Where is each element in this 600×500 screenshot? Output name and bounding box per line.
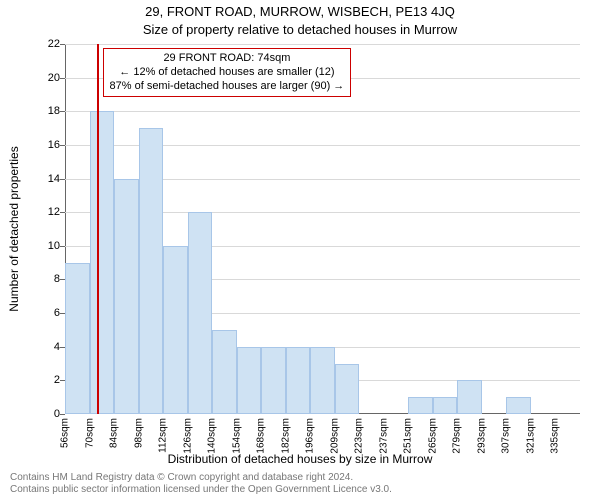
x-tick-label: 182sqm: [280, 418, 291, 454]
x-tick-label: 321sqm: [525, 418, 536, 454]
footer-line-2: Contains public sector information licen…: [10, 484, 590, 495]
y-tick-mark: [60, 246, 65, 247]
histogram-bar: [310, 347, 335, 414]
histogram-bar: [90, 111, 115, 414]
x-tick-label: 56sqm: [60, 418, 71, 448]
chart-subtitle: Size of property relative to detached ho…: [0, 22, 600, 37]
x-tick-label: 98sqm: [133, 418, 144, 448]
x-tick-label: 70sqm: [84, 418, 95, 448]
y-tick-mark: [60, 179, 65, 180]
x-tick-label: 265sqm: [427, 418, 438, 454]
chart-container: 29, FRONT ROAD, MURROW, WISBECH, PE13 4J…: [0, 0, 600, 500]
histogram-bar: [506, 397, 531, 414]
x-tick-label: 209sqm: [329, 418, 340, 454]
callout-line: 29 FRONT ROAD: 74sqm: [110, 52, 345, 66]
y-tick-mark: [60, 414, 65, 415]
x-tick-label: 293sqm: [476, 418, 487, 454]
y-tick-label: 0: [30, 408, 60, 420]
grid-line: [65, 111, 580, 112]
y-tick-mark: [60, 347, 65, 348]
x-tick-label: 335sqm: [550, 418, 561, 454]
y-tick-mark: [60, 212, 65, 213]
callout-line: ← 12% of detached houses are smaller (12…: [110, 66, 345, 80]
x-tick-label: 237sqm: [378, 418, 389, 454]
x-tick-label: 279sqm: [452, 418, 463, 454]
y-tick-label: 8: [30, 273, 60, 285]
histogram-bar: [163, 246, 188, 414]
histogram-bar: [212, 330, 237, 414]
chart-title: 29, FRONT ROAD, MURROW, WISBECH, PE13 4J…: [0, 4, 600, 19]
y-tick-mark: [60, 44, 65, 45]
y-tick-mark: [60, 111, 65, 112]
y-tick-label: 12: [30, 206, 60, 218]
y-tick-label: 14: [30, 173, 60, 185]
y-tick-label: 4: [30, 341, 60, 353]
reference-line: [97, 44, 99, 414]
x-tick-label: 154sqm: [231, 418, 242, 454]
histogram-bar: [139, 128, 164, 414]
histogram-bar: [65, 263, 90, 414]
y-tick-label: 10: [30, 240, 60, 252]
y-tick-mark: [60, 279, 65, 280]
y-tick-mark: [60, 78, 65, 79]
histogram-bar: [286, 347, 311, 414]
x-tick-label: 251sqm: [403, 418, 414, 454]
histogram-bar: [188, 212, 213, 414]
x-tick-label: 196sqm: [305, 418, 316, 454]
y-tick-mark: [60, 145, 65, 146]
reference-callout: 29 FRONT ROAD: 74sqm← 12% of detached ho…: [103, 48, 352, 97]
x-tick-label: 112sqm: [158, 418, 169, 453]
histogram-bar: [237, 347, 262, 414]
callout-line: 87% of semi-detached houses are larger (…: [110, 80, 345, 94]
x-tick-label: 84sqm: [109, 418, 120, 448]
grid-line: [65, 44, 580, 45]
y-tick-label: 18: [30, 105, 60, 117]
y-tick-mark: [60, 380, 65, 381]
y-tick-label: 22: [30, 38, 60, 50]
x-tick-label: 223sqm: [354, 418, 365, 454]
y-tick-label: 2: [30, 374, 60, 386]
histogram-bar: [114, 179, 139, 414]
histogram-bar: [261, 347, 286, 414]
y-tick-label: 16: [30, 139, 60, 151]
footer-line-1: Contains HM Land Registry data © Crown c…: [10, 472, 590, 483]
y-tick-label: 6: [30, 307, 60, 319]
histogram-bar: [408, 397, 433, 414]
x-tick-label: 140sqm: [207, 418, 218, 454]
x-tick-label: 168sqm: [256, 418, 267, 454]
x-axis-label: Distribution of detached houses by size …: [0, 452, 600, 466]
x-tick-label: 126sqm: [182, 418, 193, 454]
histogram-bar: [335, 364, 360, 414]
y-axis-label: Number of detached properties: [7, 146, 21, 311]
y-tick-mark: [60, 313, 65, 314]
y-tick-label: 20: [30, 72, 60, 84]
x-tick-label: 307sqm: [501, 418, 512, 454]
histogram-bar: [433, 397, 458, 414]
histogram-bar: [457, 380, 482, 414]
plot-area: [65, 44, 580, 414]
